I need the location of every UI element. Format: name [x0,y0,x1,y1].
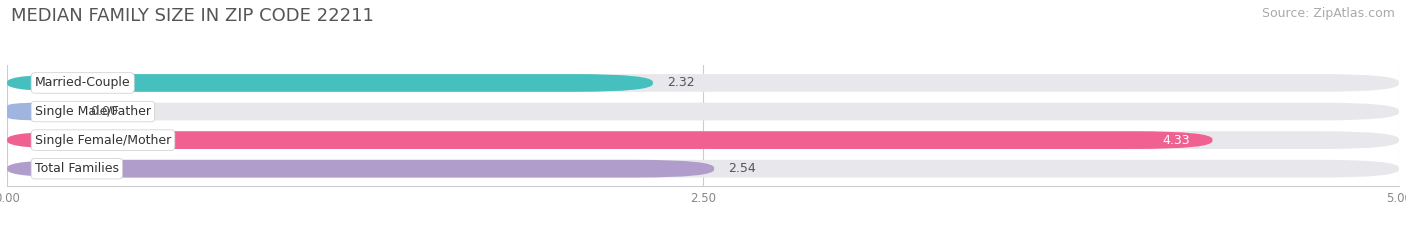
Text: 2.32: 2.32 [666,76,695,89]
FancyBboxPatch shape [7,103,77,120]
FancyBboxPatch shape [7,160,714,178]
Text: 0.00: 0.00 [90,105,118,118]
FancyBboxPatch shape [7,103,1399,120]
Text: Single Male/Father: Single Male/Father [35,105,150,118]
FancyBboxPatch shape [7,74,1399,92]
Text: Single Female/Mother: Single Female/Mother [35,134,172,147]
Text: 4.33: 4.33 [1163,134,1191,147]
Text: 2.54: 2.54 [728,162,756,175]
Text: Source: ZipAtlas.com: Source: ZipAtlas.com [1261,7,1395,20]
Text: Total Families: Total Families [35,162,120,175]
FancyBboxPatch shape [7,131,1212,149]
FancyBboxPatch shape [7,160,1399,178]
Text: Married-Couple: Married-Couple [35,76,131,89]
Text: MEDIAN FAMILY SIZE IN ZIP CODE 22211: MEDIAN FAMILY SIZE IN ZIP CODE 22211 [11,7,374,25]
FancyBboxPatch shape [7,74,652,92]
FancyBboxPatch shape [7,131,1399,149]
